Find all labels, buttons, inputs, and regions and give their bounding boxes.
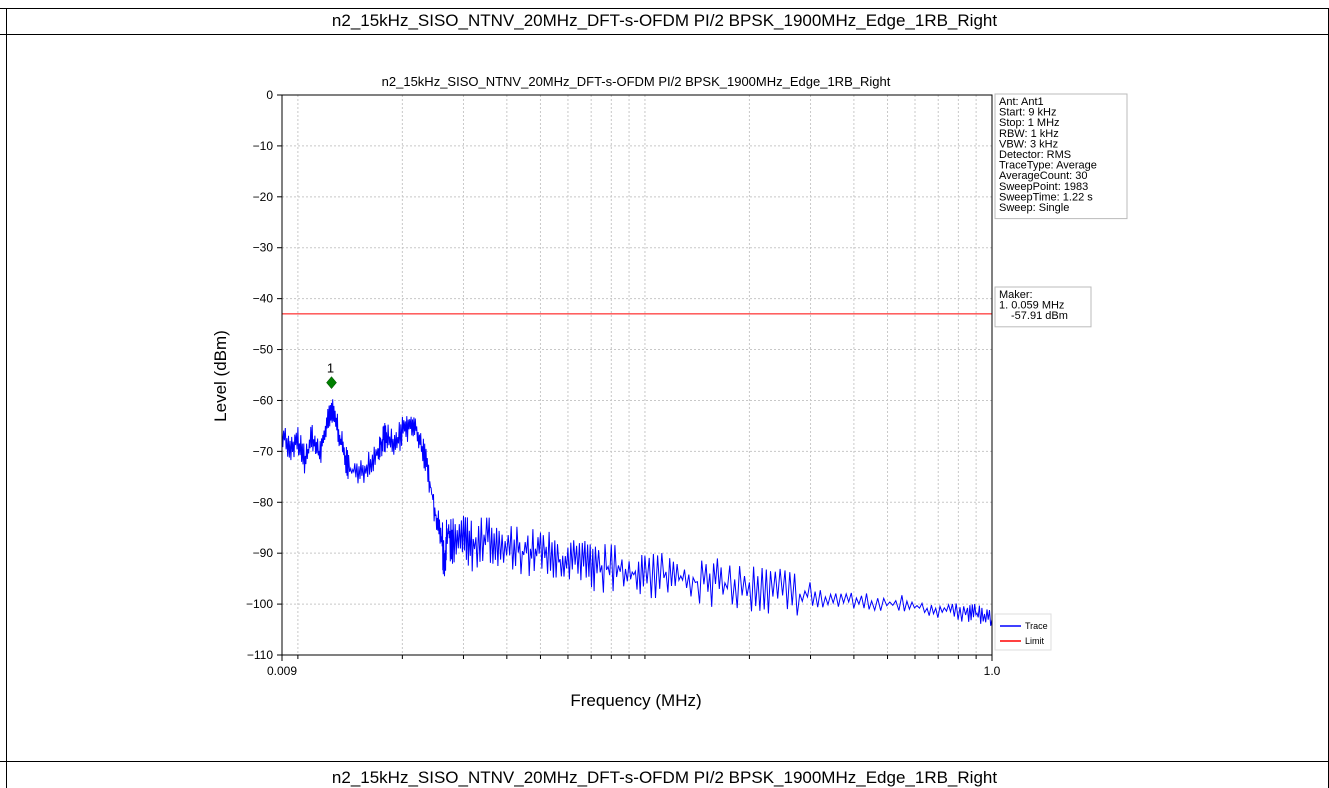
settings-line: SweepPoint: 1983 xyxy=(999,181,1088,193)
settings-line: RBW: 1 kHz xyxy=(999,128,1059,140)
table-caption-bottom: n2_15kHz_SISO_NTNV_20MHz_DFT-s-OFDM PI/2… xyxy=(331,768,998,787)
marker-box-line: 1. 0.059 MHz xyxy=(999,300,1064,312)
table-border-top xyxy=(0,8,1329,9)
legend-label: Trace xyxy=(1025,621,1048,631)
table-caption-top: n2_15kHz_SISO_NTNV_20MHz_DFT-s-OFDM PI/2… xyxy=(331,11,998,30)
marker-1: 1 xyxy=(326,361,337,390)
x-axis-label: Frequency (MHz) xyxy=(570,691,701,710)
plot-frame xyxy=(281,94,993,656)
settings-line: Sweep: Single xyxy=(999,202,1069,214)
settings-line: Detector: RMS xyxy=(999,149,1071,161)
y-tick-label: −100 xyxy=(246,597,273,611)
trace-line xyxy=(281,399,993,626)
marker-label: 1 xyxy=(327,361,334,376)
table-border-mid xyxy=(0,34,1329,35)
y-axis-ticks: 0 −10 −20 −30 −40 −50 −60 −70 −80 −90 −100 −110 xyxy=(246,88,282,662)
y-axis-label: Level (dBm) xyxy=(211,330,230,422)
y-tick-label: −70 xyxy=(253,444,274,458)
chart-title: n2_15kHz_SISO_NTNV_20MHz_DFT-s-OFDM PI/2… xyxy=(382,74,891,89)
marker-box-line: Maker: xyxy=(999,289,1033,301)
marker-diamond xyxy=(326,376,337,390)
table-border-left xyxy=(6,8,7,788)
legend-frame xyxy=(994,613,1052,651)
settings-line: SweepTime: 1.22 s xyxy=(999,191,1093,203)
x-axis-ticks: 0.009 1.0 xyxy=(267,655,1001,678)
marker-box-line: -57.91 dBm xyxy=(1011,310,1068,322)
y-tick-label: −50 xyxy=(253,343,274,357)
x-tick-label: 0.009 xyxy=(267,664,297,678)
y-tick-label: 0 xyxy=(266,88,273,102)
x-tick-label: 1.0 xyxy=(984,664,1001,678)
y-tick-label: −80 xyxy=(253,495,274,509)
settings-line: VBW: 3 kHz xyxy=(999,138,1058,150)
y-tick-label: −20 xyxy=(253,190,274,204)
settings-line: Start: 9 kHz xyxy=(999,107,1056,119)
settings-line: TraceType: Average xyxy=(999,160,1097,172)
y-tick-label: −40 xyxy=(253,292,274,306)
settings-line: AverageCount: 30 xyxy=(999,170,1087,182)
y-tick-label: −10 xyxy=(253,139,274,153)
y-tick-label: −110 xyxy=(247,648,273,662)
marker-readout-box: Maker:1. 0.059 MHz-57.91 dBm xyxy=(994,286,1092,328)
settings-line: Ant: Ant1 xyxy=(999,96,1044,108)
legend-label: Limit xyxy=(1025,636,1045,646)
marker-box-frame xyxy=(994,286,1092,328)
chart-legend: Trace Limit xyxy=(994,613,1052,651)
table-border-lower xyxy=(0,761,1329,762)
settings-line: Stop: 1 MHz xyxy=(999,117,1060,129)
settings-box-frame xyxy=(994,93,1128,220)
chart-grid xyxy=(282,94,992,656)
y-tick-label: −60 xyxy=(253,393,274,407)
y-tick-label: −30 xyxy=(253,241,274,255)
y-tick-label: −90 xyxy=(253,546,274,560)
